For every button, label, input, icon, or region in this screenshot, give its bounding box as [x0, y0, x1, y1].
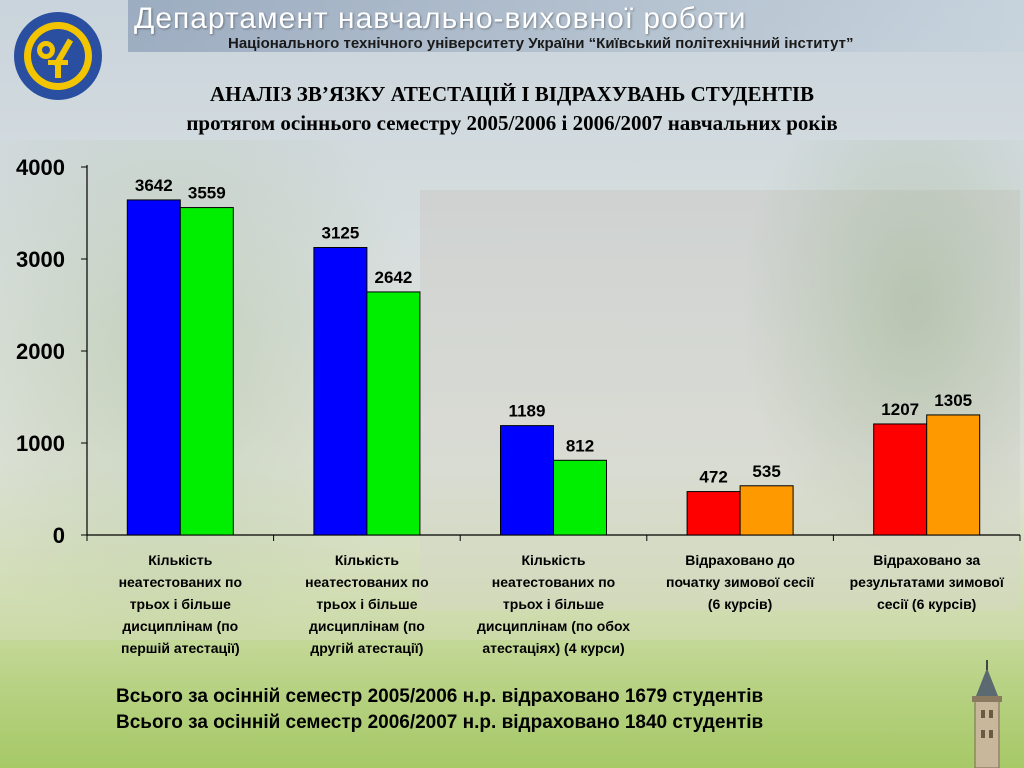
bar [553, 459, 607, 536]
y-tick-label: 4000 [16, 155, 65, 180]
department-title: Департамент навчально-виховної роботи [134, 2, 747, 35]
summary-line-2: Всього за осінній семестр 2006/2007 н.р.… [116, 712, 764, 733]
y-tick-label: 2000 [16, 339, 65, 364]
bar [126, 199, 181, 536]
bar [179, 207, 234, 536]
bar-value-label: 1305 [934, 391, 972, 410]
y-tick-label: 0 [53, 523, 65, 548]
bar [739, 485, 794, 536]
bar [873, 423, 928, 536]
x-category-label: трьох і більше [503, 596, 604, 612]
x-category-label: першій атестації) [121, 640, 240, 656]
x-category-label: неатестованих по [305, 574, 428, 590]
background-lawn [0, 640, 1024, 768]
x-category-label: початку зимової сесії [666, 574, 815, 590]
x-category-label: дисциплінам (по [309, 618, 425, 634]
bar-value-label: 3559 [188, 184, 226, 203]
chart-subtitle: протягом осіннього семестру 2005/2006 і … [186, 111, 838, 135]
y-tick-label: 1000 [16, 431, 65, 456]
x-category-label: неатестованих по [492, 574, 615, 590]
x-category-label: Кількість [521, 552, 585, 568]
tower-icon [972, 660, 1002, 768]
bar-value-label: 3125 [321, 224, 359, 243]
x-category-label: Відраховано за [873, 552, 980, 568]
bar-value-label: 812 [566, 436, 594, 455]
bar-value-label: 1189 [509, 402, 546, 421]
university-name: Національного технічного університету Ук… [228, 35, 854, 52]
bar-value-label: 472 [699, 468, 727, 487]
x-category-label: неатестованих по [119, 574, 242, 590]
bar [686, 491, 741, 536]
bar [500, 425, 554, 536]
bar [313, 247, 368, 536]
header-banner [128, 0, 1024, 52]
bar-value-label: 1207 [881, 400, 919, 419]
bar-value-label: 3642 [135, 176, 173, 195]
x-category-label: Відраховано до [685, 552, 795, 568]
x-category-label: (6 курсів) [708, 596, 772, 612]
bar-value-label: 535 [752, 462, 780, 481]
bar-chart: 0 1000 2000 3000 4000 3642 3559 Кількість неатес… [16, 155, 1021, 656]
x-category-label: атестаціях) (4 курси) [482, 640, 624, 656]
background-building [420, 190, 1020, 610]
x-category-label: другій атестації) [310, 640, 423, 656]
x-category-label: Кількість [335, 552, 399, 568]
x-category-label: результатами зимової [850, 574, 1005, 590]
y-tick-label: 3000 [16, 247, 65, 272]
x-category-label: дисциплінам (по [122, 618, 238, 634]
university-emblem-icon [14, 12, 102, 100]
bar [926, 414, 981, 536]
summary-line-1: Всього за осінній семестр 2005/2006 н.р.… [116, 686, 764, 707]
bar-value-label: 2642 [374, 268, 412, 287]
x-category-label: Кількість [148, 552, 212, 568]
x-category-label: трьох і більше [316, 596, 417, 612]
x-category-label: трьох і більше [130, 596, 231, 612]
x-category-label: дисциплінам (по обох [477, 618, 630, 634]
bar [366, 291, 421, 536]
x-category-label: сесії (6 курсів) [877, 596, 976, 612]
chart-title: АНАЛІЗ ЗВ’ЯЗКУ АТЕСТАЦІЙ І ВІДРАХУВАНЬ С… [209, 82, 815, 106]
